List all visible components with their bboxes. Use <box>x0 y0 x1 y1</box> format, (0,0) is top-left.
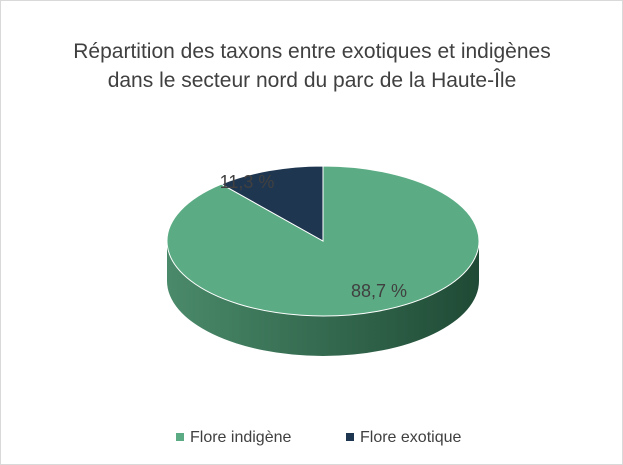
data-label: 88,7 % <box>351 281 407 301</box>
legend-label: Flore exotique <box>360 429 461 446</box>
legend-marker <box>346 433 354 441</box>
pie-side <box>167 241 479 356</box>
pie-slice <box>220 165 324 242</box>
legend-marker <box>176 433 184 441</box>
data-label: 11,3 % <box>220 172 275 192</box>
legend-label: Flore indigène <box>190 429 292 446</box>
pie-slice <box>166 165 480 317</box>
chart-title: Répartition des taxons entre exotiques e… <box>73 40 551 92</box>
